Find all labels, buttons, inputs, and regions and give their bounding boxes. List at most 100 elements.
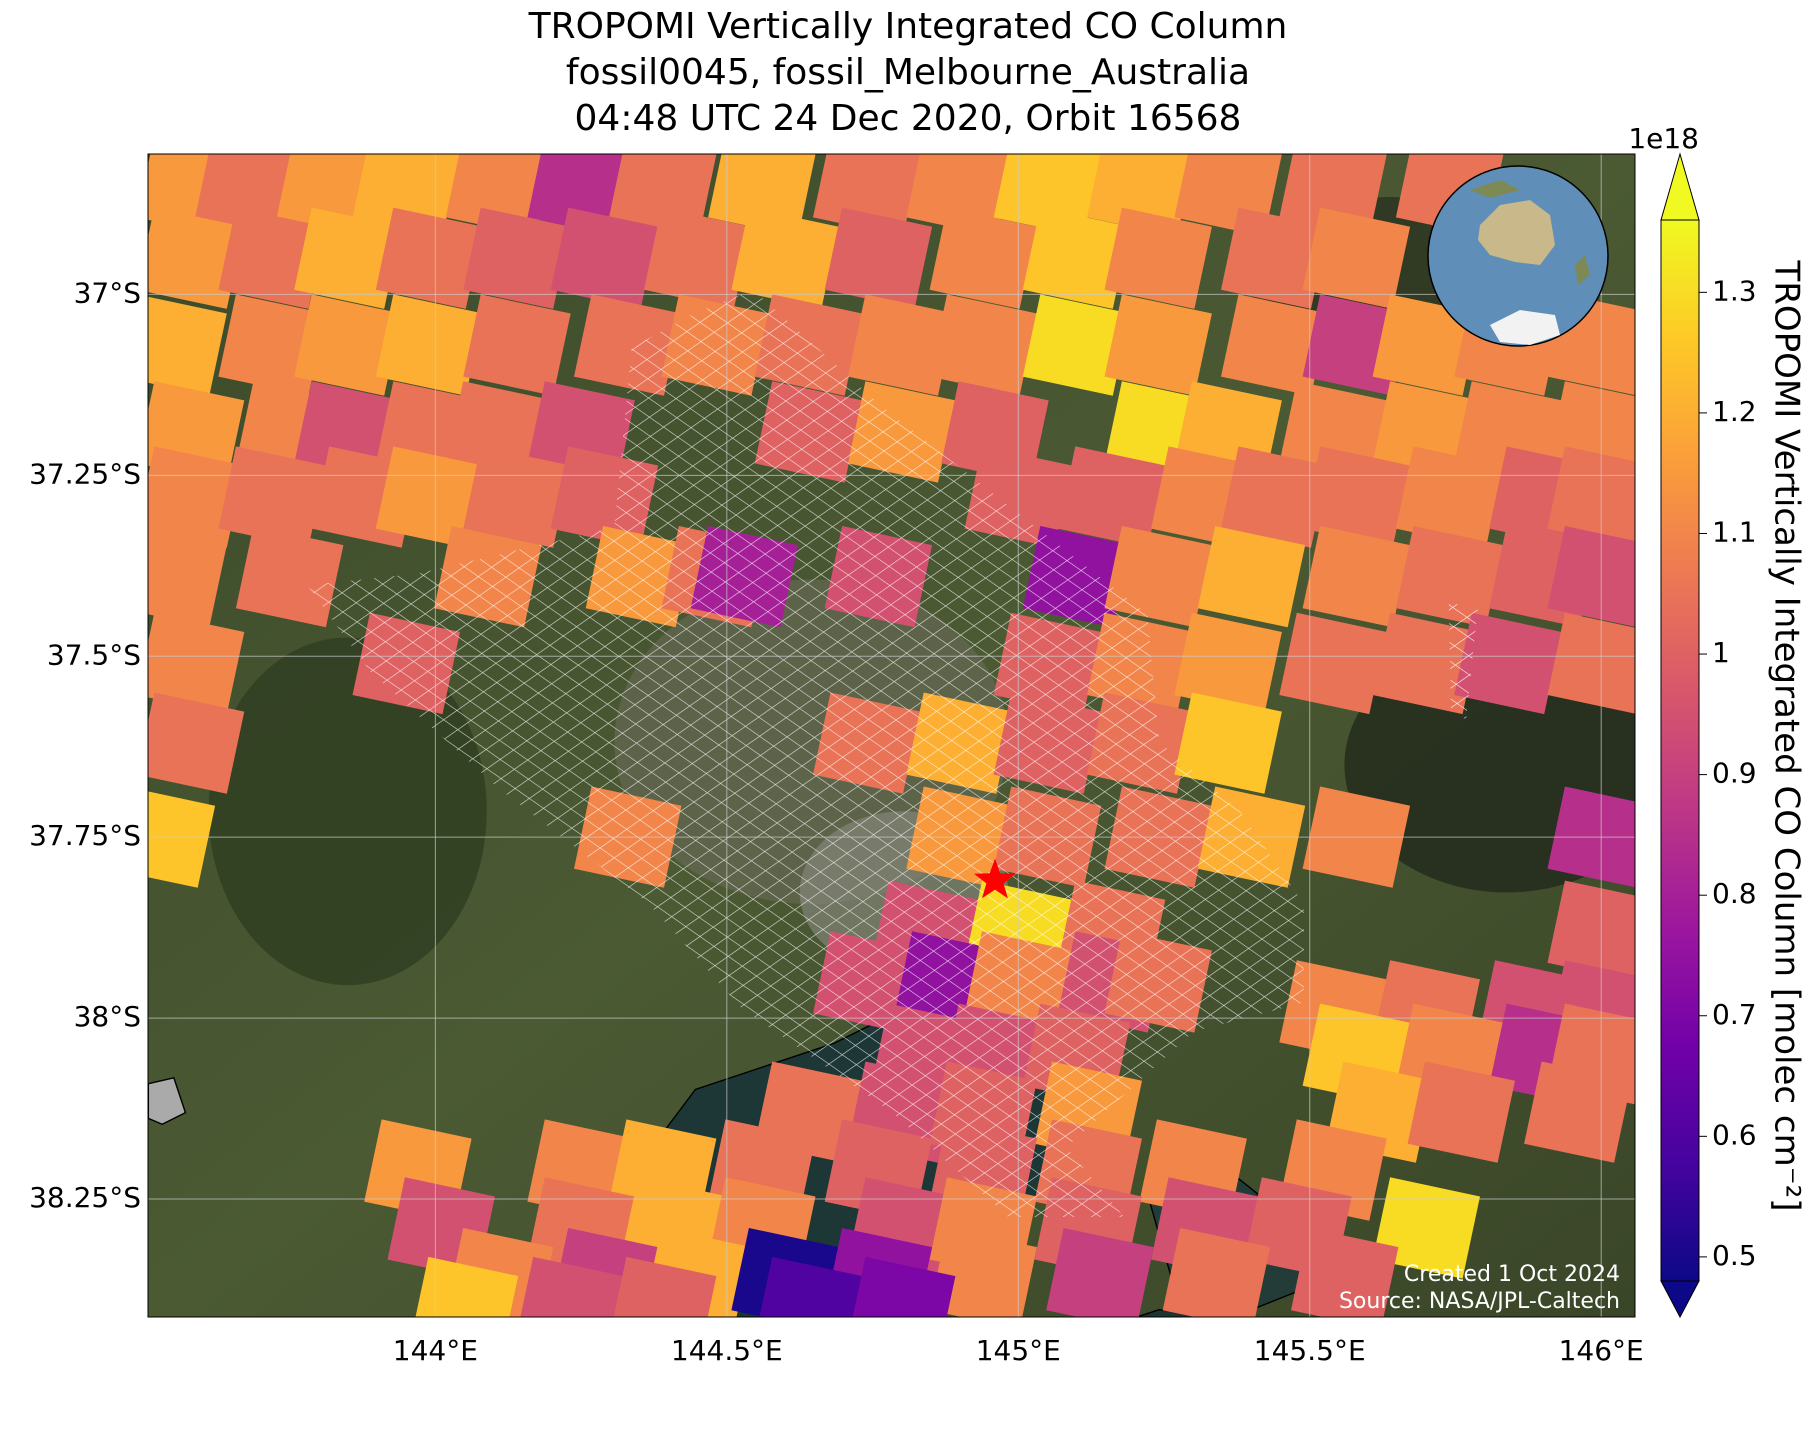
co-pixel — [1302, 207, 1411, 309]
co-pixel — [824, 207, 933, 309]
colorbar-tick-label: 0.9 — [1712, 757, 1757, 790]
co-pixel — [1547, 880, 1635, 982]
swath-mesh — [307, 289, 1478, 1217]
y-tick-label: 38°S — [74, 1000, 141, 1033]
co-pixel — [1046, 1228, 1154, 1317]
co-pixel — [445, 154, 554, 237]
colorbar-body — [1660, 219, 1700, 1282]
x-tick-label: 145.5°E — [1254, 1334, 1366, 1367]
map-area — [148, 154, 1635, 1317]
co-pixel — [929, 294, 1037, 396]
co-pixel — [1221, 446, 1329, 548]
co-pixel — [759, 1256, 863, 1317]
co-pixel — [520, 1256, 624, 1317]
co-pixel — [463, 207, 571, 309]
co-pixel — [813, 154, 921, 237]
co-pixel — [218, 446, 326, 548]
co-pixel — [1197, 526, 1306, 628]
co-pixel — [1174, 612, 1282, 715]
co-pixel — [929, 1228, 1037, 1317]
co-pixel — [1104, 207, 1212, 309]
co-pixel — [644, 207, 752, 309]
co-pixel — [1022, 207, 1131, 309]
co-pixel — [1022, 294, 1131, 396]
co-pixel — [148, 528, 227, 628]
co-pixel — [731, 207, 839, 309]
co-pixel — [1221, 207, 1329, 309]
co-pixel — [375, 207, 484, 309]
title-line: fossil0045, fossil_Melbourne_Australia — [566, 52, 1250, 93]
co-pixel — [463, 446, 571, 548]
colorbar-label: TROPOMI Vertically Integrated CO Column … — [1767, 259, 1807, 1211]
co-pixel — [235, 526, 344, 628]
co-pixel — [1547, 446, 1635, 548]
colorbar-offset: 1e18 — [1628, 122, 1699, 155]
co-pixel — [1087, 154, 1195, 237]
title-line: 04:48 UTC 24 Dec 2020, Orbit 16568 — [575, 98, 1242, 139]
co-pixel — [375, 446, 484, 548]
y-tick-label: 38.25°S — [29, 1181, 141, 1214]
co-pixel — [148, 612, 245, 715]
co-pixel — [1395, 446, 1504, 548]
co-pixel — [1372, 294, 1480, 396]
co-pixel — [294, 294, 402, 396]
co-pixel — [1407, 1061, 1515, 1163]
co-pixel — [375, 294, 484, 396]
co-pixel — [1174, 692, 1282, 794]
co-pixel — [148, 791, 216, 888]
colorbar-tick-label: 1.1 — [1712, 515, 1757, 548]
co-pixel — [1104, 294, 1212, 396]
co-pixel — [1057, 446, 1166, 548]
title-line: TROPOMI Vertically Integrated CO Column — [528, 6, 1288, 47]
co-pixel — [352, 154, 460, 237]
x-tick-label: 144°E — [393, 1334, 478, 1367]
co-pixel — [1302, 446, 1411, 548]
x-tick-label: 146°E — [1559, 1334, 1644, 1367]
x-tick-label: 144.5°E — [671, 1334, 783, 1367]
y-tick-label: 37.5°S — [47, 638, 141, 671]
co-pixel — [1395, 526, 1504, 628]
co-pixel — [1279, 154, 1387, 237]
co-pixel — [1372, 1177, 1480, 1279]
colorbar: 1e18 TROPOMI Vertically Integrated CO Co… — [1628, 122, 1807, 1319]
co-pixel — [1162, 1228, 1271, 1317]
y-tick-label: 37°S — [74, 276, 141, 309]
x-tick-label: 145°E — [976, 1334, 1061, 1367]
co-pixel — [550, 207, 659, 309]
co-pixel — [415, 1256, 519, 1317]
site-marker — [974, 858, 1016, 899]
co-pixel — [1547, 612, 1635, 714]
co-pixel — [1291, 1228, 1399, 1317]
co-pixel — [708, 154, 816, 237]
colorbar-tick-label: 1.3 — [1712, 274, 1757, 307]
co-pixel — [527, 154, 635, 237]
co-pixel — [852, 1256, 956, 1317]
y-tick-label: 37.25°S — [29, 457, 141, 490]
colorbar-extend — [1660, 152, 1700, 221]
co-pixel — [294, 207, 402, 309]
globe-inset — [1427, 165, 1609, 347]
colorbar-tick-label: 0.6 — [1712, 1118, 1757, 1151]
co-pixel — [148, 296, 227, 396]
co-pixel — [929, 207, 1037, 309]
co-pixel — [195, 154, 303, 237]
colorbar-tick-label: 0.7 — [1712, 998, 1757, 1031]
co-pixel — [613, 1256, 717, 1317]
co-pixel — [906, 154, 1014, 237]
credit: Source: NASA/JPL-Caltech — [1339, 1289, 1620, 1314]
grid — [148, 154, 1635, 1317]
co-pixel — [848, 294, 956, 396]
map-frame — [147, 153, 1636, 1318]
co-pixel — [1279, 612, 1387, 715]
co-pixel — [1221, 294, 1329, 396]
credit: Created 1 Oct 2024 — [1404, 1262, 1620, 1287]
co-pixel — [1454, 612, 1562, 715]
colorbar-tick-label: 0.8 — [1712, 877, 1757, 910]
colorbar-tick-label: 1.2 — [1712, 395, 1757, 428]
co-pixel — [463, 294, 571, 396]
co-pixel — [148, 692, 245, 794]
co-pixel — [1547, 526, 1635, 627]
y-tick-label: 37.75°S — [29, 819, 141, 852]
co-pixel — [1302, 526, 1411, 628]
